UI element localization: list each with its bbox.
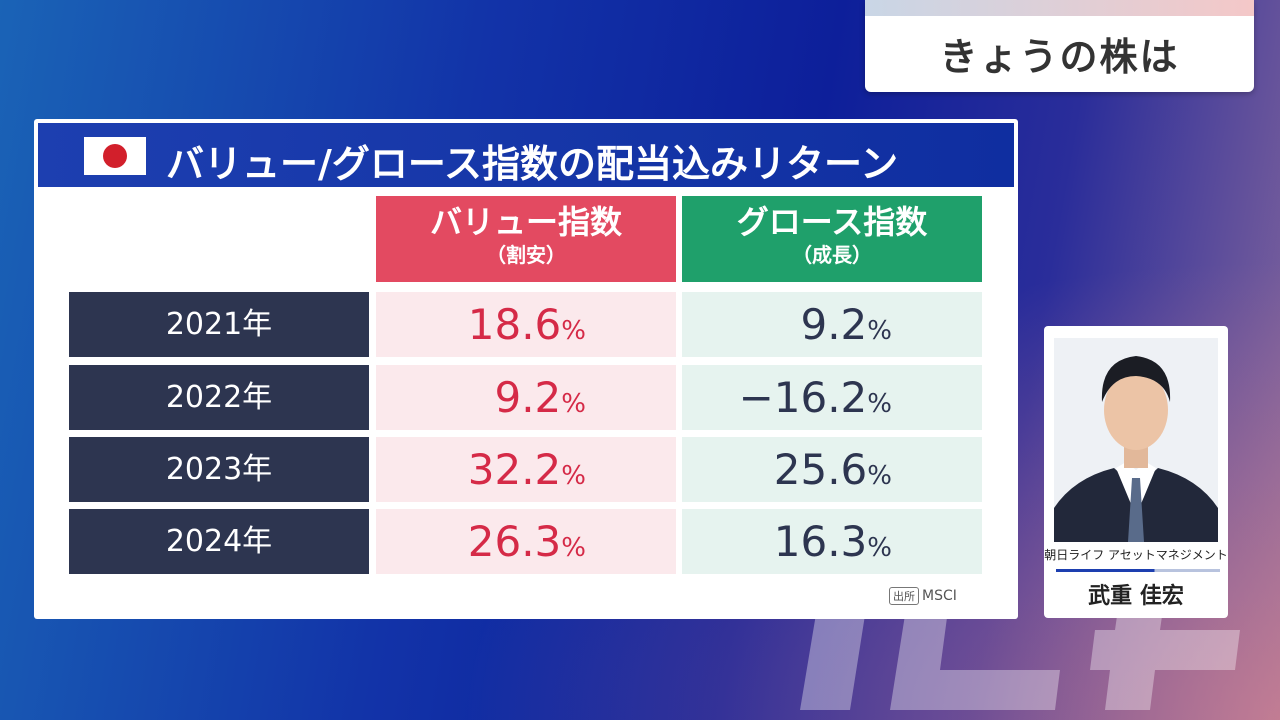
- title-bar: バリュー/グロース指数の配当込みリターン: [38, 123, 1014, 187]
- percent-symbol: %: [867, 316, 892, 346]
- percent-symbol: %: [561, 316, 586, 346]
- name-divider: [1056, 569, 1220, 572]
- growth-return-cell: 25.6%: [682, 437, 982, 502]
- percent-symbol: %: [867, 461, 892, 491]
- topic-box: きょうの株は: [865, 0, 1254, 92]
- growth-return: 25.6: [773, 445, 868, 494]
- row-year: 2023年: [69, 437, 369, 502]
- percent-symbol: %: [561, 461, 586, 491]
- value-return-cell: 9.2%: [376, 365, 676, 430]
- guest-card: 朝日ライフ アセットマネジメント 武重 佳宏: [1044, 326, 1228, 618]
- source-credit: 出所 MSCI: [889, 587, 957, 605]
- column-header-growth-sub: （成長）: [792, 243, 872, 267]
- growth-return-cell: −16.2%: [682, 365, 982, 430]
- source-name: MSCI: [922, 588, 957, 604]
- topic-label: きょうの株は: [939, 35, 1180, 79]
- panel-title: バリュー/グロース指数の配当込みリターン: [166, 142, 899, 186]
- column-header-growth: グロース指数 （成長）: [682, 196, 982, 282]
- value-return: 18.6: [467, 300, 562, 349]
- growth-return-cell: 16.3%: [682, 509, 982, 574]
- growth-return: −16.2: [738, 373, 868, 422]
- percent-symbol: %: [561, 389, 586, 419]
- returns-panel: バリュー/グロース指数の配当込みリターン バリュー指数 （割安） グロース指数 …: [34, 119, 1018, 619]
- value-return-cell: 18.6%: [376, 292, 676, 357]
- source-label: 出所: [889, 587, 919, 605]
- value-return-cell: 26.3%: [376, 509, 676, 574]
- topic-strip: [865, 0, 1254, 16]
- row-year: 2022年: [69, 365, 369, 430]
- japan-flag-icon: [84, 137, 146, 175]
- value-return: 26.3: [467, 517, 562, 566]
- guest-photo: [1054, 338, 1218, 542]
- percent-symbol: %: [867, 389, 892, 419]
- column-header-value: バリュー指数 （割安）: [376, 196, 676, 282]
- percent-symbol: %: [867, 533, 892, 563]
- column-header-value-name: バリュー指数: [429, 203, 622, 241]
- growth-return: 9.2: [800, 300, 868, 349]
- value-return: 9.2: [494, 373, 562, 422]
- growth-return-cell: 9.2%: [682, 292, 982, 357]
- row-year: 2021年: [69, 292, 369, 357]
- guest-company: 朝日ライフ アセットマネジメント: [1044, 548, 1228, 562]
- percent-symbol: %: [561, 533, 586, 563]
- growth-return: 16.3: [773, 517, 868, 566]
- column-header-value-sub: （割安）: [486, 243, 566, 267]
- value-return: 32.2: [467, 445, 562, 494]
- row-year: 2024年: [69, 509, 369, 574]
- guest-name: 武重 佳宏: [1088, 584, 1184, 609]
- value-return-cell: 32.2%: [376, 437, 676, 502]
- column-header-growth-name: グロース指数: [736, 203, 928, 241]
